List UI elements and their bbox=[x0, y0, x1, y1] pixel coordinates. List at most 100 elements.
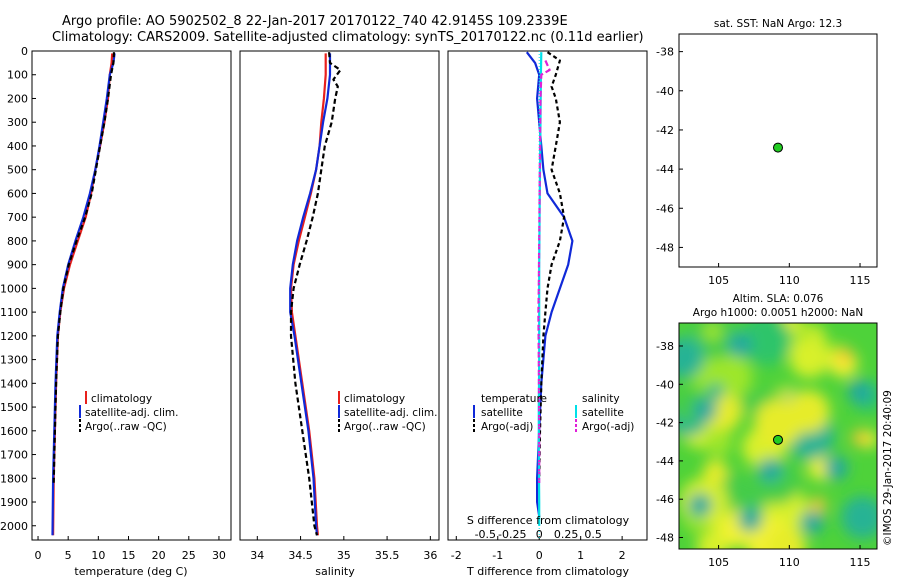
sst-map-title: sat. SST: NaN Argo: 12.3 bbox=[714, 18, 842, 30]
difference-panel: -2 -1 0 1 2 -0.5-0.25 0 0.25 0.5 S difference f… bbox=[447, 50, 648, 578]
series-line-t-satellite bbox=[525, 51, 574, 517]
x-tick-label: 2 bbox=[619, 549, 626, 562]
x-tick-label: 34.5 bbox=[288, 549, 313, 562]
legend-label-climatology: climatology bbox=[344, 393, 405, 405]
legend-label-t-argo: Argo(-adj) bbox=[481, 421, 533, 433]
s-difference-label: S difference from climatology bbox=[467, 514, 630, 527]
sla-low-blob bbox=[738, 508, 762, 532]
lat-tick-label: -42 bbox=[656, 124, 674, 137]
temperature-legend: climatology satellite-adj. clim. Argo(..… bbox=[79, 391, 178, 433]
temperature-panel: 0100200300400500600700800900100011001200… bbox=[0, 45, 232, 578]
x-tick-label: 1 bbox=[577, 549, 584, 562]
lat-tick-label: -46 bbox=[656, 202, 674, 215]
legend-label-t-satellite: satellite bbox=[481, 407, 523, 419]
depth-tick-label: 1300 bbox=[0, 354, 28, 367]
sla-texture-blob bbox=[740, 323, 792, 366]
lon-tick-label: 115 bbox=[850, 274, 871, 287]
credit-label: ©IMOS 29-Jan-2017 20:40:09 bbox=[882, 390, 894, 546]
depth-tick-label: 500 bbox=[7, 164, 28, 177]
depth-tick-label: 1100 bbox=[0, 306, 28, 319]
sla-low-blob bbox=[728, 333, 752, 357]
s-difference-x-axis: -0.5-0.2500.250.5 bbox=[475, 528, 602, 541]
salinity-panel: 34 34.5 35 35.5 36 salinity climatology sate… bbox=[239, 50, 440, 578]
depth-tick-label: 200 bbox=[7, 92, 28, 105]
series-line-argo-raw-qc- bbox=[289, 52, 342, 536]
depth-tick-label: 1400 bbox=[0, 377, 28, 390]
lat-tick-label: -40 bbox=[656, 85, 674, 98]
depth-tick-label: 1200 bbox=[0, 330, 28, 343]
series-line-s-argo-adj- bbox=[537, 60, 551, 483]
sla-texture-blob bbox=[702, 323, 722, 341]
depth-tick-label: 400 bbox=[7, 140, 28, 153]
argo-position-marker bbox=[773, 142, 783, 153]
sla-heatmap bbox=[679, 323, 877, 549]
lat-tick-label: -40 bbox=[656, 378, 674, 391]
sla-map-markers bbox=[773, 434, 783, 445]
series-line-argo-raw-qc- bbox=[52, 52, 116, 484]
lat-tick-label: -42 bbox=[656, 417, 674, 430]
x-tick-label: 0 bbox=[536, 549, 543, 562]
series-line-satellite-adj-clim- bbox=[289, 53, 332, 536]
x-tick-label: 35.5 bbox=[375, 549, 400, 562]
lon-tick-label: 115 bbox=[850, 556, 871, 569]
salinity-profiles bbox=[289, 52, 342, 536]
temperature-xlabel: temperature (deg C) bbox=[74, 565, 187, 578]
depth-tick-label: 0 bbox=[21, 45, 28, 58]
lon-tick-label: 110 bbox=[779, 556, 800, 569]
lon-tick-label: 110 bbox=[779, 274, 800, 287]
legend-title-temperature: temperature bbox=[481, 393, 547, 405]
s-diff-tick-label: 0.5 bbox=[584, 528, 602, 541]
x-tick-label: 5 bbox=[65, 549, 72, 562]
argo-position-marker bbox=[773, 434, 783, 445]
x-tick-label: -2 bbox=[451, 549, 462, 562]
x-tick-label: 0 bbox=[35, 549, 42, 562]
sla-low-blob bbox=[824, 456, 848, 480]
series-line-climatology bbox=[289, 53, 327, 536]
sla-low-blob bbox=[693, 398, 717, 422]
legend-label-s-satellite: satellite bbox=[582, 407, 624, 419]
sla-map-axes: 105 110 115 -38 -40 -42 -44 -46 -48 bbox=[656, 340, 870, 569]
difference-profiles bbox=[525, 51, 574, 540]
depth-tick-label: 1800 bbox=[0, 472, 28, 485]
depth-tick-label: 1000 bbox=[0, 282, 28, 295]
x-tick-label: -1 bbox=[492, 549, 503, 562]
sla-texture-blob bbox=[841, 496, 877, 539]
sla-texture-blob bbox=[679, 337, 705, 379]
lon-tick-label: 105 bbox=[708, 274, 729, 287]
sla-texture-blob bbox=[707, 383, 725, 401]
sla-texture-blob bbox=[704, 428, 733, 456]
difference-legend: temperature salinity satellite Argo(-adj… bbox=[473, 393, 634, 433]
sla-texture-blob bbox=[684, 512, 704, 532]
depth-tick-label: 1900 bbox=[0, 496, 28, 509]
depth-tick-label: 1600 bbox=[0, 425, 28, 438]
series-line-t-argo-adj- bbox=[538, 51, 566, 479]
sla-texture-blob bbox=[789, 337, 830, 379]
sla-low-blob bbox=[800, 510, 824, 534]
sla-map-panel: Altim. SLA: 0.076 Argo h1000: 0.0051 h20… bbox=[656, 293, 878, 569]
sla-high-blob bbox=[837, 348, 853, 364]
lat-tick-label: -44 bbox=[656, 163, 674, 176]
legend-label-s-argo: Argo(-adj) bbox=[582, 421, 634, 433]
salinity-legend: climatology satellite-adj. clim. Argo(..… bbox=[338, 391, 437, 433]
sla-field bbox=[679, 323, 877, 549]
salinity-x-axis: 34 34.5 35 35.5 36 bbox=[250, 536, 437, 562]
depth-tick-label: 700 bbox=[7, 211, 28, 224]
lat-tick-label: -48 bbox=[656, 241, 674, 254]
x-tick-label: 20 bbox=[152, 549, 166, 562]
sla-map-title-1: Altim. SLA: 0.076 bbox=[733, 293, 824, 305]
temperature-axes-frame bbox=[31, 50, 232, 541]
x-tick-label: 36 bbox=[423, 549, 437, 562]
x-tick-label: 10 bbox=[91, 549, 105, 562]
salinity-xlabel: salinity bbox=[315, 565, 355, 578]
sla-high-blob bbox=[810, 497, 826, 513]
sla-texture-blob bbox=[754, 399, 803, 448]
x-tick-label: 25 bbox=[182, 549, 196, 562]
lat-tick-label: -48 bbox=[656, 532, 674, 545]
x-tick-label: 35 bbox=[337, 549, 351, 562]
temperature-x-axis: 0 5 10 15 20 25 30 bbox=[35, 536, 226, 562]
s-diff-tick-label: -0.25 bbox=[498, 528, 526, 541]
title-line-1: Argo profile: AO 5902502_8 22-Jan-2017 2… bbox=[62, 14, 568, 29]
salinity-axes-frame bbox=[239, 50, 440, 541]
sla-map-title-2: Argo h1000: 0.0051 h2000: NaN bbox=[693, 307, 863, 319]
